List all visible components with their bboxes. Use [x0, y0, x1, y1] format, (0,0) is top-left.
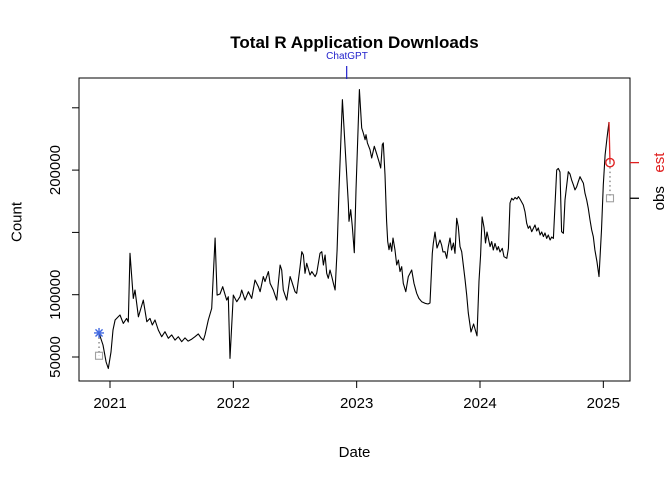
plot-box [78, 77, 631, 382]
axis-ticks: 2021 2022 2023 2024 2025 50000 100000 200000 est… [47, 107, 668, 412]
est-label: est [651, 152, 668, 173]
x-tick-label: 2024 [463, 395, 496, 412]
start-estimate-asterisk-icon [94, 327, 105, 338]
x-tick-label: 2022 [217, 395, 250, 412]
x-axis-label: Date [338, 444, 371, 461]
forecast-segment [608, 121, 611, 163]
chart-title: Total R Application Downloads [230, 33, 479, 52]
downloads-line [98, 89, 610, 370]
start-observed-square-icon [94, 351, 104, 360]
series-layer [98, 89, 611, 370]
y-tick-label: 50000 [47, 336, 64, 378]
y-axis-label: Count [8, 201, 26, 243]
end-estimate-circle-icon [605, 157, 615, 168]
x-tick-label: 2025 [587, 395, 620, 412]
y-tick-label: 100000 [47, 270, 64, 320]
x-tick-label: 2021 [93, 395, 126, 412]
marker-layer [94, 157, 615, 360]
end-observed-square-icon [605, 194, 615, 203]
chatgpt-annotation-label: ChatGPT [326, 51, 368, 62]
obs-label: obs [651, 186, 668, 210]
x-tick-label: 2023 [340, 395, 373, 412]
y-tick-label: 200000 [47, 145, 64, 195]
